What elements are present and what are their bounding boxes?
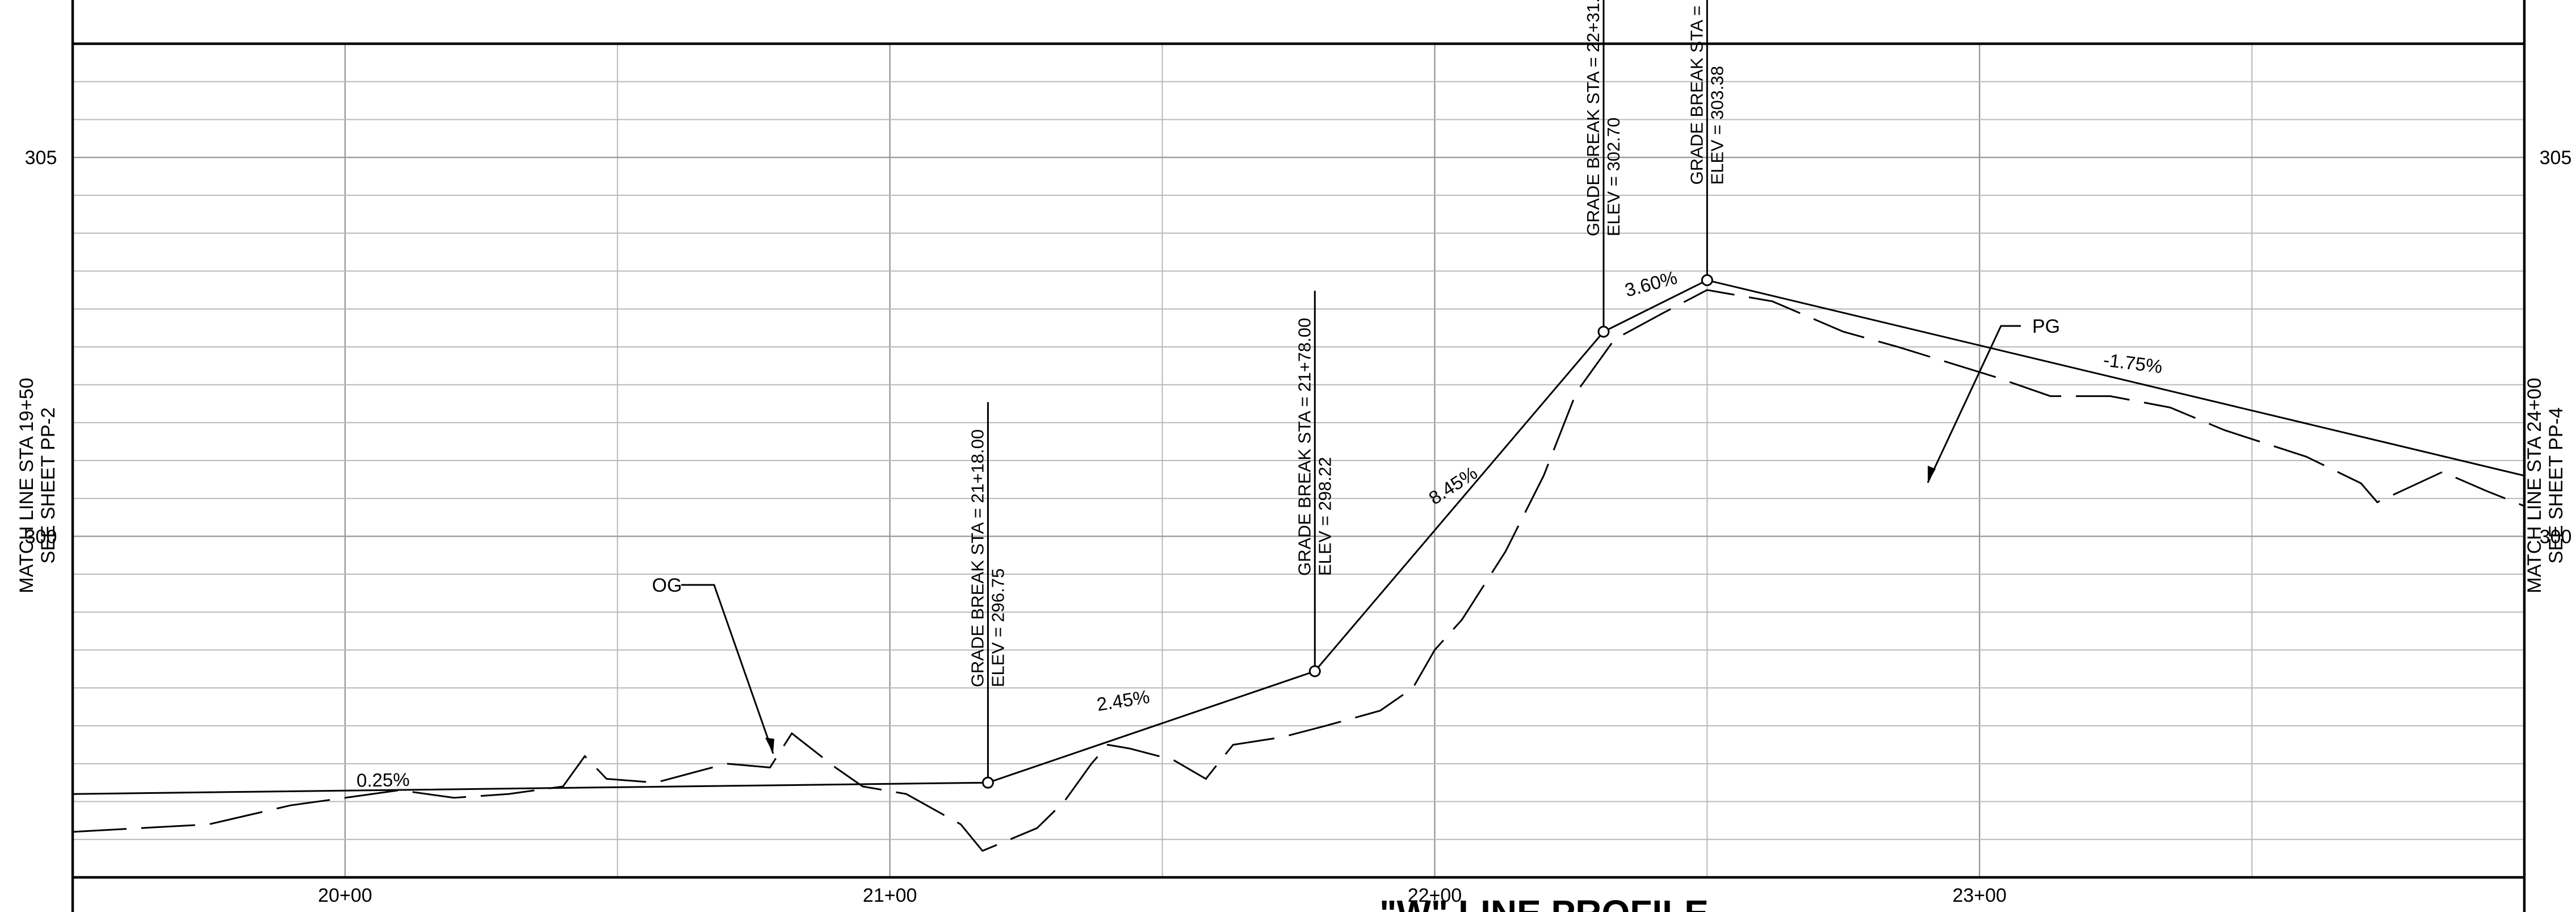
x-tick-label: 21+00 <box>863 885 917 906</box>
y-tick-label-left: 300 <box>25 526 57 547</box>
profile-title: "W" LINE PROFILE <box>1379 893 1709 912</box>
grade-break-elevation-label: ELEV = 296.75 <box>988 568 1008 687</box>
grade-break-station-label: GRADE BREAK STA = 22+50.00 <box>1686 0 1706 185</box>
grade-slope-label: 2.45% <box>1095 686 1151 715</box>
axis-tick-labels: 20+00 21+00 22+00 23+00 300 300 305 305 <box>25 147 2572 906</box>
grade-slope-label: 3.60% <box>1622 267 1679 301</box>
x-tick-label: 20+00 <box>318 885 372 906</box>
profile-series <box>73 279 2524 852</box>
og-callout-arrowhead <box>765 738 774 754</box>
match-line-left-sheet: SEE SHEET PP-2 <box>37 407 59 563</box>
grade-slope-label: -1.75% <box>2102 349 2163 377</box>
profile-annotations: GRADE BREAK STA = 21+18.00 ELEV = 296.75 G… <box>356 0 2164 791</box>
x-tick-label: 23+00 <box>1952 885 2007 906</box>
og-callout-leader <box>681 584 774 754</box>
grade-slope-label: 0.25% <box>356 769 410 791</box>
pg-callout-label: PG <box>2032 316 2060 337</box>
pg-callout-leader <box>1927 325 2021 483</box>
grade-break-marker <box>1701 274 1713 286</box>
grade-break-marker <box>1597 325 1610 338</box>
profile-grid <box>72 43 2525 877</box>
grade-break-marker <box>1308 665 1321 677</box>
y-tick-label-left: 305 <box>25 147 57 169</box>
grade-break-marker <box>981 776 994 789</box>
y-tick-label-right: 300 <box>2540 526 2572 547</box>
pg-callout-arrowhead <box>1928 466 1936 483</box>
og-profile-line <box>73 289 2524 852</box>
grade-break-station-label: GRADE BREAK STA = 21+18.00 <box>967 429 987 687</box>
profile-frame <box>71 0 2526 912</box>
pg-profile-line <box>73 279 2524 795</box>
x-tick-label: 22+00 <box>1408 885 1462 906</box>
grade-break-elevation-label: ELEV = 303.38 <box>1707 66 1727 185</box>
match-line-left-station: MATCH LINE STA 19+50 <box>16 378 37 593</box>
grade-break-station-label: GRADE BREAK STA = 22+31.00 <box>1583 0 1603 236</box>
grade-break-station-label: GRADE BREAK STA = 21+78.00 <box>1294 318 1314 576</box>
grade-break-elevation-label: ELEV = 298.22 <box>1315 457 1335 576</box>
grade-break-elevation-label: ELEV = 302.70 <box>1604 118 1623 236</box>
match-line-right-station: MATCH LINE STA 24+00 <box>2524 378 2545 593</box>
match-line-right-sheet: SEE SHEET PP-4 <box>2545 407 2567 563</box>
og-callout-label: OG <box>652 575 682 596</box>
y-tick-label-right: 305 <box>2540 147 2572 169</box>
match-line-labels: MATCH LINE STA 19+50 SEE SHEET PP-2 MATC… <box>16 378 2567 593</box>
